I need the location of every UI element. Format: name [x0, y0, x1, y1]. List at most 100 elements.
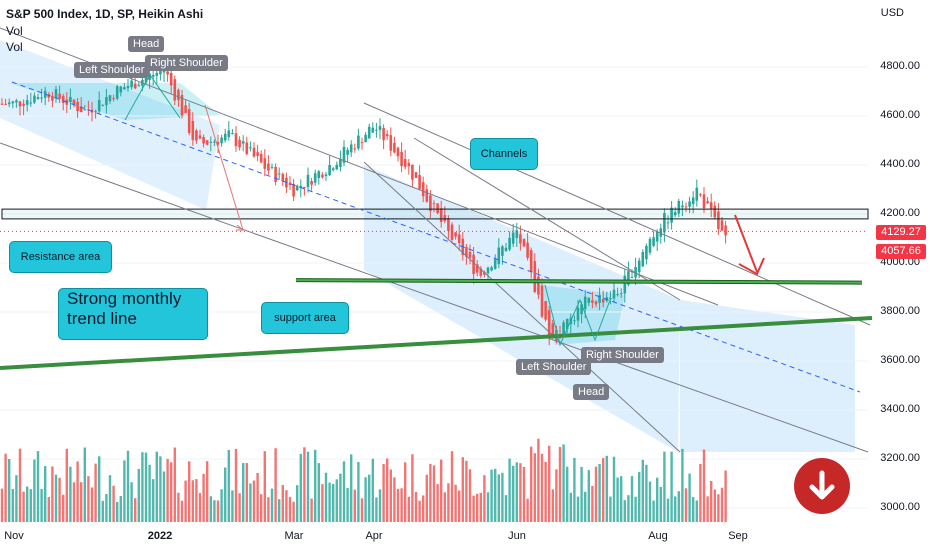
- candle-body: [382, 128, 385, 141]
- volume-bar: [180, 500, 184, 522]
- candle-body: [331, 168, 335, 171]
- volume-bar: [72, 482, 76, 522]
- volume-bar: [245, 463, 248, 522]
- candle-body: [627, 271, 630, 285]
- volume-bar: [652, 500, 655, 522]
- volume-bar: [220, 489, 223, 522]
- volume-bar: [429, 463, 432, 522]
- volume-bar: [173, 447, 176, 522]
- candle-body: [511, 232, 515, 244]
- candle-body: [69, 96, 72, 103]
- candle-body: [205, 140, 209, 145]
- resistance-area-callout: Resistance area: [9, 241, 112, 273]
- candle-body: [36, 97, 40, 100]
- volume-bar: [605, 455, 608, 522]
- candle-body: [472, 254, 475, 275]
- candle-body: [133, 83, 137, 89]
- candle-body: [443, 215, 447, 222]
- volume-bar: [609, 496, 612, 522]
- volume-bar: [407, 496, 410, 522]
- candle-body: [349, 144, 353, 153]
- candle-body: [94, 111, 97, 113]
- head-label-left: Head: [128, 36, 165, 52]
- volume-bar: [648, 481, 652, 522]
- candle-body: [562, 322, 565, 336]
- candle-body: [666, 222, 670, 224]
- volume-bar: [90, 487, 94, 522]
- volume-bar: [29, 489, 32, 522]
- volume-bar: [317, 463, 320, 522]
- volume-bar: [522, 466, 526, 522]
- candle-body: [213, 141, 216, 143]
- volume-bar: [224, 467, 227, 522]
- bearish-badge[interactable]: [794, 458, 850, 514]
- candle-body: [717, 211, 720, 230]
- candle-body: [565, 319, 569, 330]
- volume-bar: [573, 457, 576, 522]
- right-shoulder-label-right: Right Shoulder: [581, 347, 664, 363]
- volume-bar: [270, 488, 274, 522]
- candle-body: [695, 187, 699, 201]
- candle-body: [72, 99, 76, 105]
- volume-bar: [296, 485, 299, 522]
- candle-body: [468, 251, 472, 258]
- candle-body: [292, 183, 295, 197]
- candle-body: [519, 234, 522, 244]
- volume-bar: [674, 496, 677, 522]
- candle-body: [155, 72, 159, 76]
- volume-bar: [249, 483, 252, 522]
- volume-bar: [98, 456, 101, 522]
- volume-bar: [371, 458, 374, 522]
- volume-bar: [306, 451, 310, 522]
- candle-body: [321, 174, 324, 178]
- volume-bar: [335, 479, 338, 522]
- candle-body: [529, 250, 533, 273]
- candle-body: [623, 275, 627, 294]
- candle-body: [670, 207, 673, 223]
- volume-bar: [425, 474, 428, 522]
- candle-body: [673, 212, 677, 216]
- candle-body: [22, 103, 25, 106]
- volume-bar: [659, 486, 662, 522]
- volume-indicator-label[interactable]: Vol: [6, 24, 23, 38]
- volume-bar: [263, 451, 266, 522]
- volume-bar: [69, 466, 72, 522]
- candle-body: [317, 171, 321, 179]
- volume-bar: [8, 459, 11, 522]
- strong-trend-line-text-2: trend line: [67, 309, 137, 328]
- volume-bar: [472, 495, 475, 522]
- volume-bar: [281, 485, 284, 522]
- candle-body: [29, 102, 33, 104]
- volume-bar: [360, 498, 364, 522]
- volume-bar: [584, 491, 587, 522]
- volume-indicator-label-2[interactable]: Vol: [6, 40, 23, 54]
- volume-bar: [314, 449, 317, 522]
- volume-bar: [548, 445, 551, 522]
- resistance-area-box: [1, 208, 869, 220]
- volume-bar: [18, 448, 22, 522]
- candle-body: [425, 189, 429, 202]
- volume-bar: [562, 444, 565, 522]
- volume-bar: [126, 450, 130, 522]
- candle-body: [76, 101, 79, 112]
- candle-body: [115, 86, 119, 99]
- y-tick-label: 4200.00: [880, 207, 920, 219]
- volume-bar: [116, 501, 119, 522]
- candle-body: [281, 173, 285, 182]
- strong-trend-line-callout: Strong monthly trend line: [58, 288, 208, 340]
- volume-bar: [256, 473, 259, 522]
- volume-bar: [465, 460, 468, 522]
- volume-bar: [634, 496, 637, 522]
- volume-bar: [202, 473, 205, 522]
- candle-body: [648, 239, 652, 253]
- volume-bar: [152, 479, 155, 522]
- volume-bar: [670, 451, 673, 522]
- candle-body: [256, 152, 259, 156]
- candle-body: [187, 109, 191, 133]
- volume-bar: [123, 460, 126, 522]
- volume-bar: [587, 470, 590, 522]
- y-tick-label: 4400.00: [880, 158, 920, 170]
- volume-bar: [641, 459, 644, 522]
- volume-bar: [252, 480, 256, 522]
- candle-body: [367, 126, 371, 139]
